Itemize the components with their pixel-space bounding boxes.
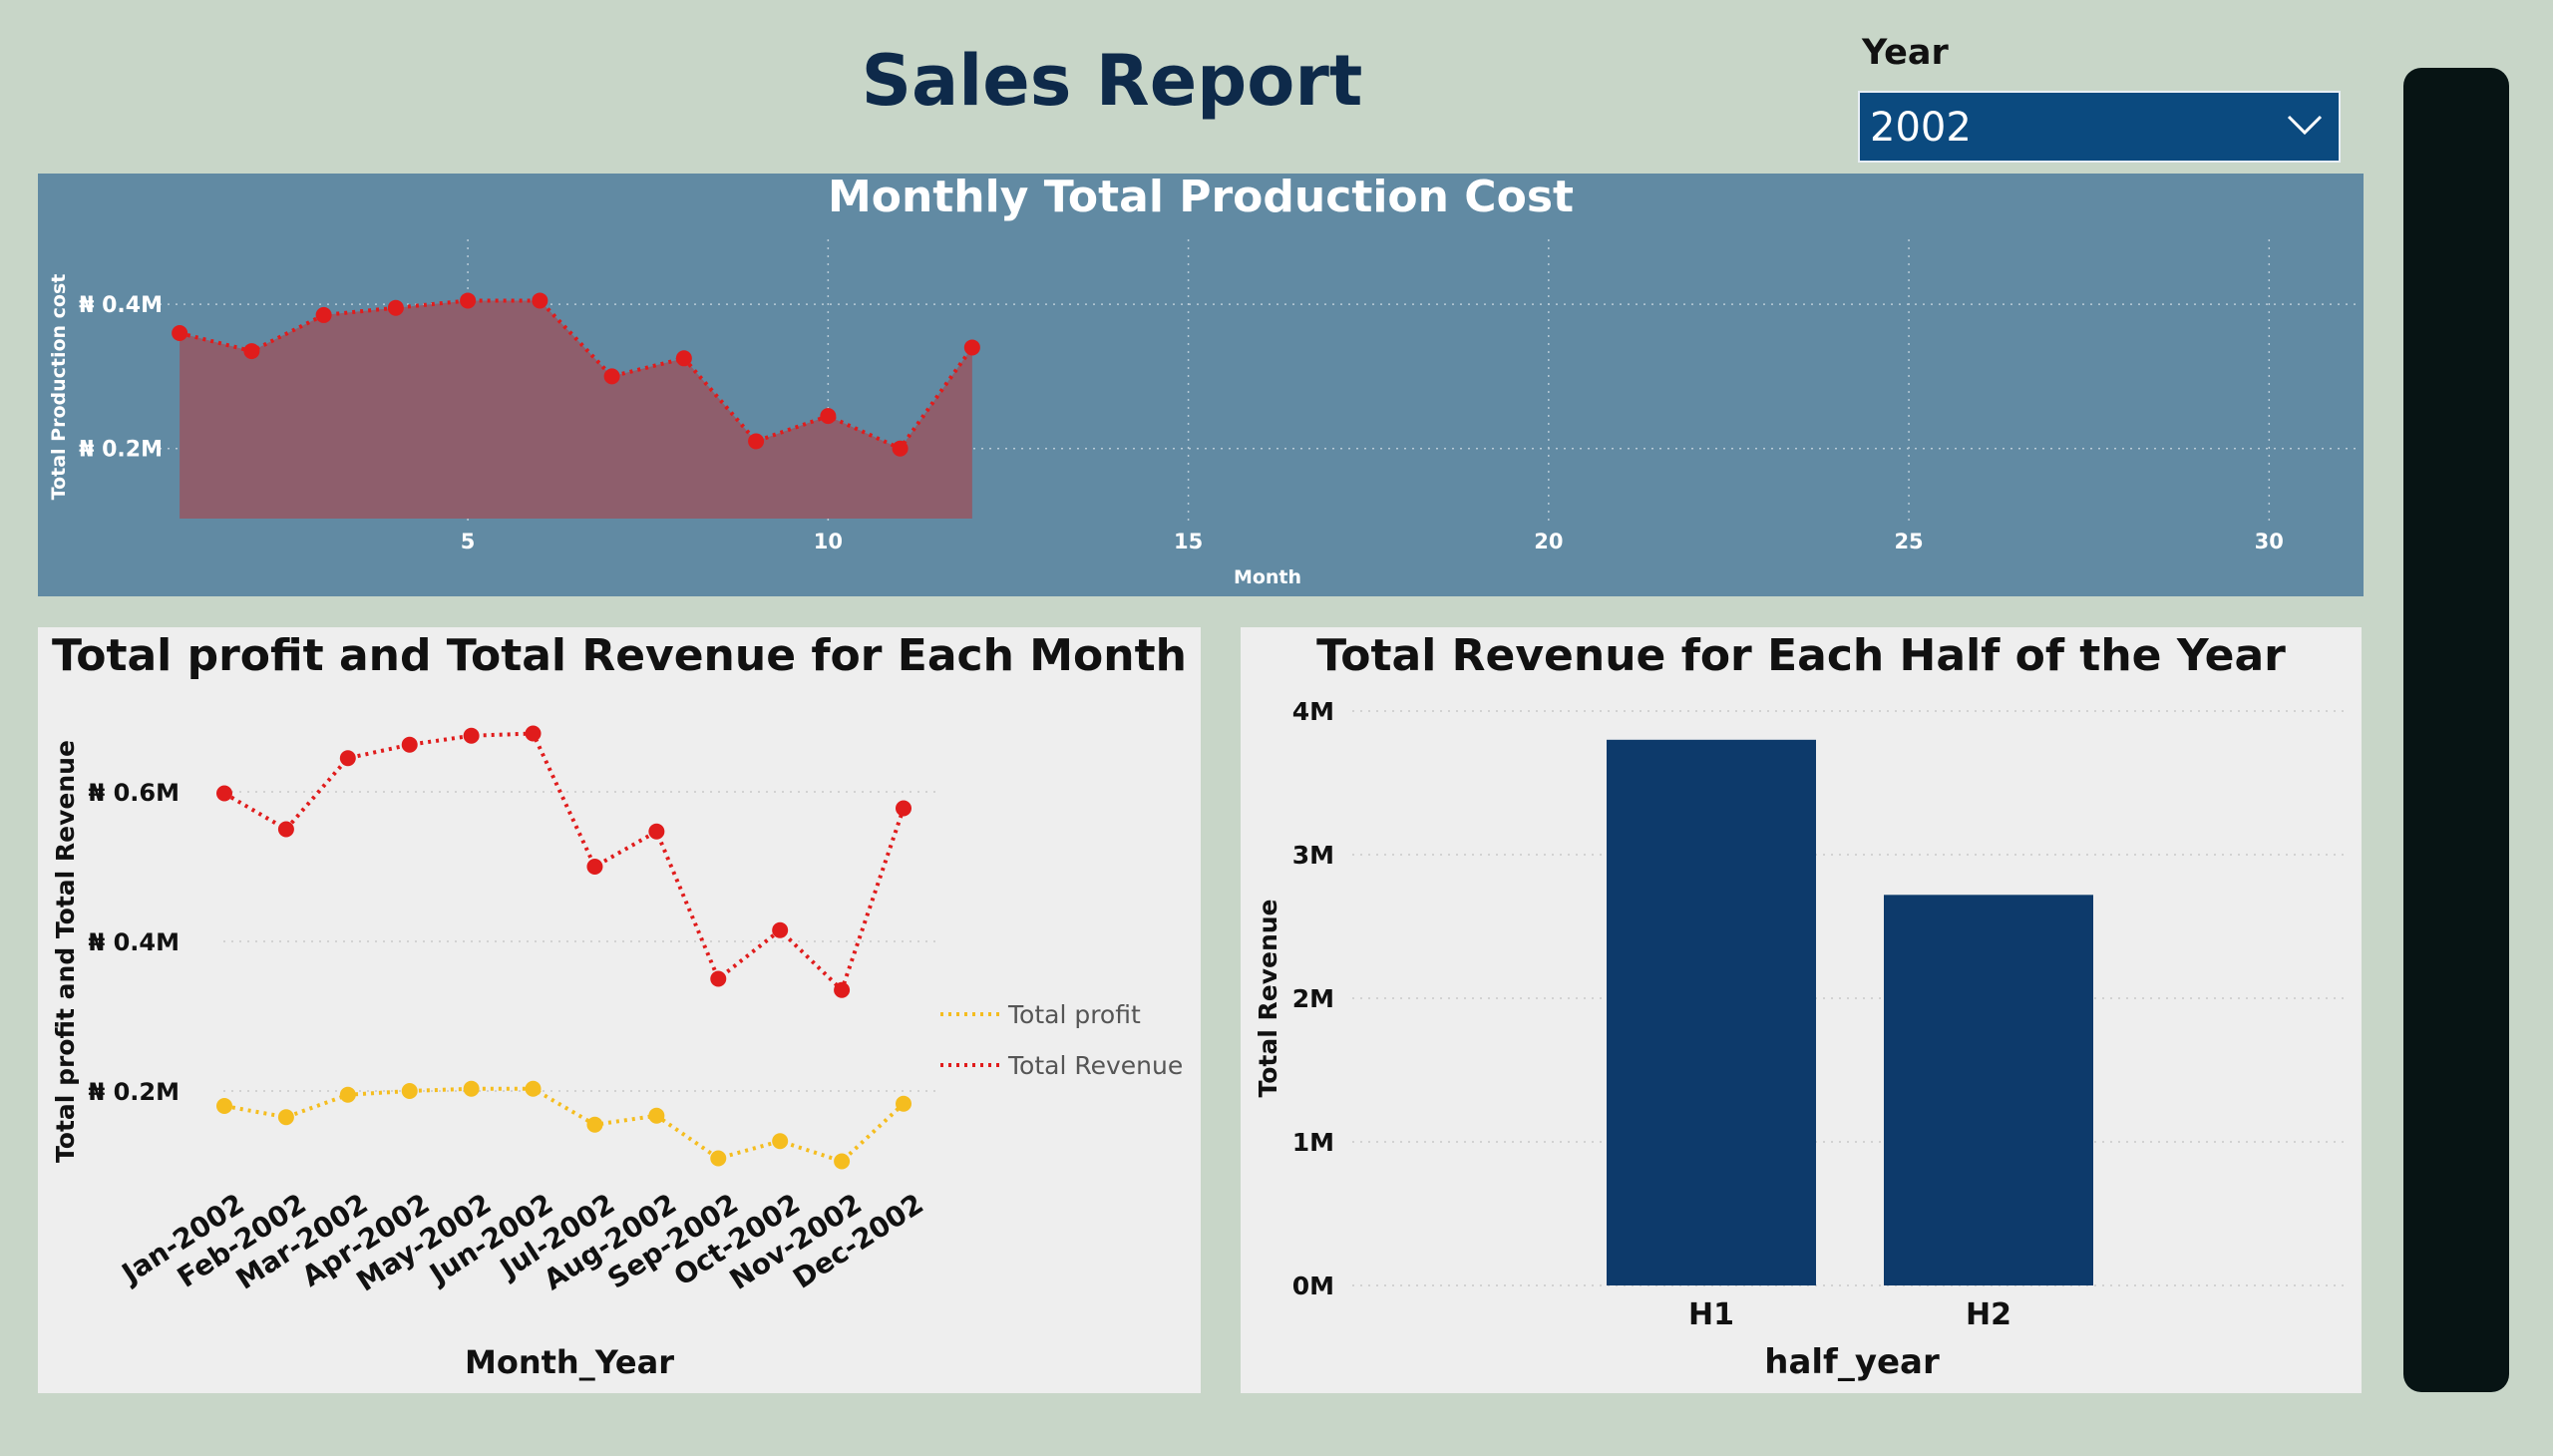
cost-data-point bbox=[172, 325, 188, 341]
cost-data-point bbox=[675, 350, 692, 367]
data-point-revenue bbox=[463, 727, 480, 744]
data-point-profit bbox=[896, 1095, 912, 1112]
y-tick-label: ₦ 0.6M bbox=[89, 779, 180, 807]
y-tick-label: 1M bbox=[1292, 1128, 1334, 1157]
chart-title: Monthly Total Production Cost bbox=[828, 174, 1574, 222]
data-point-profit bbox=[772, 1133, 789, 1150]
y-tick-label: 2M bbox=[1292, 984, 1334, 1013]
x-tick-label: 30 bbox=[2255, 530, 2284, 553]
data-point-revenue bbox=[834, 981, 851, 998]
data-point-profit bbox=[277, 1109, 294, 1126]
cost-data-point bbox=[243, 343, 260, 360]
legend-entry: Total Revenue bbox=[1007, 1051, 1183, 1080]
data-point-profit bbox=[834, 1153, 851, 1170]
x-axis-label: half_year bbox=[1764, 1342, 1940, 1382]
half-year-revenue-chart-panel: Total Revenue for Each Half of the Year 0… bbox=[1241, 627, 2362, 1393]
data-point-profit bbox=[525, 1080, 542, 1097]
production-cost-chart: Monthly Total Production Cost 5 10 15 20 25 30… bbox=[48, 174, 2356, 588]
data-point-revenue bbox=[525, 725, 542, 742]
y-tick-label: ₦ 0.4M bbox=[89, 928, 180, 956]
chart-title: Total profit and Total Revenue for Each … bbox=[52, 630, 1187, 681]
x-axis-label: Month bbox=[1234, 566, 1301, 588]
y-tick-label: 0M bbox=[1292, 1272, 1334, 1300]
cost-series-line bbox=[179, 298, 974, 452]
bar-h1 bbox=[1607, 739, 1816, 1285]
y-tick-label: ₦ 0.4M bbox=[79, 293, 163, 318]
y-tick-label: 4M bbox=[1292, 697, 1334, 726]
y-tick-label: 3M bbox=[1292, 841, 1334, 870]
x-tick-label: 10 bbox=[814, 530, 843, 553]
cost-data-point bbox=[963, 339, 980, 356]
cost-data-point bbox=[460, 292, 477, 309]
data-point-revenue bbox=[586, 859, 603, 875]
data-point-revenue bbox=[401, 736, 418, 753]
data-point-revenue bbox=[896, 800, 912, 817]
y-tick-label: ₦ 0.2M bbox=[79, 438, 163, 463]
cost-data-point bbox=[892, 440, 909, 457]
y-axis-label: Total Revenue bbox=[1254, 899, 1282, 1097]
data-point-profit bbox=[339, 1086, 356, 1103]
cost-area bbox=[180, 300, 972, 519]
cost-data-point bbox=[603, 368, 620, 385]
data-point-profit bbox=[216, 1098, 232, 1114]
data-point-revenue bbox=[648, 823, 665, 840]
data-point-revenue bbox=[216, 785, 232, 802]
year-slicer-value: 2002 bbox=[1870, 105, 1972, 151]
data-point-revenue bbox=[277, 821, 294, 838]
series-line-profit bbox=[223, 1086, 906, 1164]
x-tick-label: 15 bbox=[1174, 530, 1203, 553]
x-tick-label: 25 bbox=[1894, 530, 1923, 553]
profit-revenue-chart-panel: Total profit and Total Revenue for Each … bbox=[38, 627, 1201, 1393]
y-axis-label: Total profit and Total Revenue bbox=[51, 740, 80, 1163]
series-line-revenue bbox=[222, 731, 906, 994]
page-title: Sales Report bbox=[861, 40, 1363, 122]
profit-revenue-chart: Total profit and Total Revenue for Each … bbox=[51, 630, 1187, 1381]
data-point-profit bbox=[648, 1107, 665, 1124]
bar-h2 bbox=[1884, 895, 2093, 1285]
x-tick-label: H1 bbox=[1688, 1297, 1734, 1332]
x-tick-label: 20 bbox=[1534, 530, 1563, 553]
x-tick-label: H2 bbox=[1966, 1297, 2011, 1332]
legend-entry: Total profit bbox=[1007, 1000, 1141, 1029]
year-slicer-dropdown[interactable]: 2002 bbox=[1858, 91, 2341, 163]
x-axis-label: Month_Year bbox=[465, 1343, 674, 1381]
data-point-revenue bbox=[772, 921, 789, 938]
data-point-profit bbox=[401, 1083, 418, 1099]
year-slicer-label: Year bbox=[1862, 33, 1949, 73]
data-point-profit bbox=[710, 1150, 727, 1167]
x-tick-label: 5 bbox=[461, 530, 476, 553]
cost-data-point bbox=[748, 433, 765, 450]
y-tick-label: ₦ 0.2M bbox=[89, 1078, 180, 1106]
cost-data-point bbox=[387, 299, 404, 316]
production-cost-chart-panel: Monthly Total Production Cost 5 10 15 20 25 30… bbox=[38, 174, 2364, 596]
cost-data-point bbox=[820, 408, 837, 425]
side-panel bbox=[2403, 68, 2509, 1392]
chevron-down-icon bbox=[2287, 115, 2323, 136]
data-point-revenue bbox=[710, 970, 727, 987]
data-point-profit bbox=[463, 1080, 480, 1097]
y-axis-label: Total Production cost bbox=[48, 274, 70, 501]
half-year-revenue-chart: Total Revenue for Each Half of the Year 0… bbox=[1254, 630, 2350, 1382]
cost-data-point bbox=[532, 292, 548, 309]
cost-data-point bbox=[315, 306, 332, 323]
data-point-profit bbox=[586, 1116, 603, 1133]
data-point-revenue bbox=[339, 750, 356, 767]
chart-title: Total Revenue for Each Half of the Year bbox=[1316, 630, 2286, 681]
